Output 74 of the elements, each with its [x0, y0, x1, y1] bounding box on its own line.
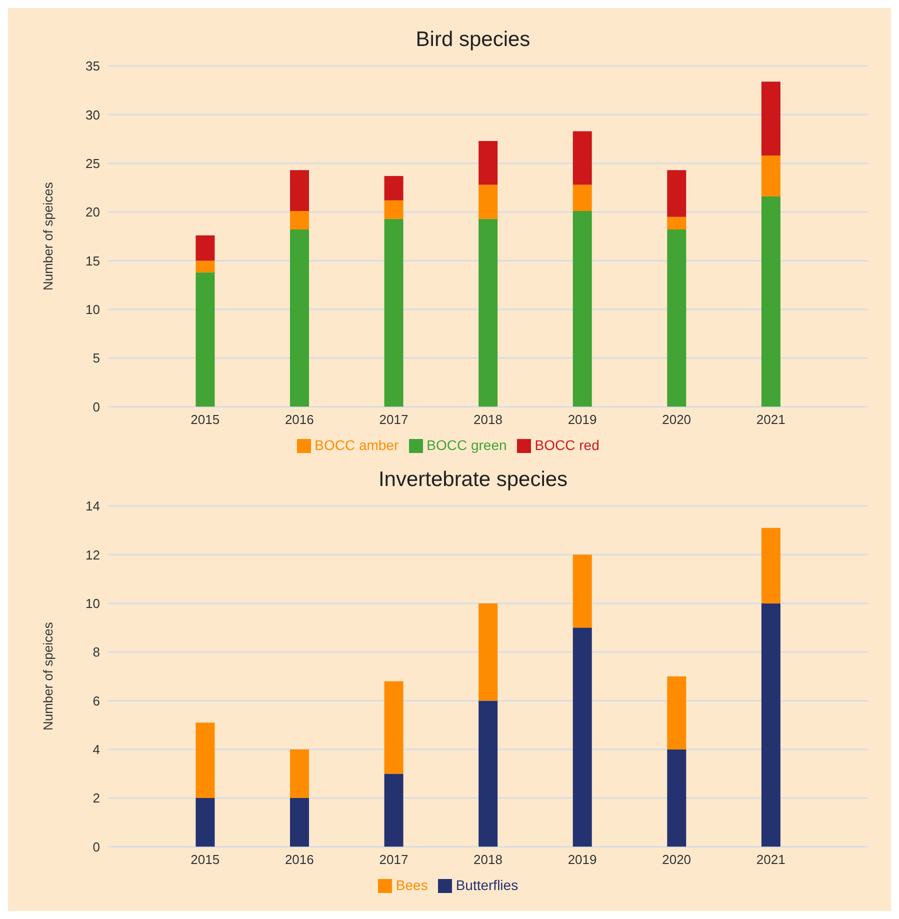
bar	[667, 230, 686, 407]
y-tick-label: 25	[86, 156, 100, 171]
legend-label: BOCC red	[534, 436, 600, 453]
x-tick-label: 2017	[379, 852, 408, 867]
bar	[384, 218, 404, 407]
x-tick-label: 2018	[474, 852, 502, 867]
bar	[667, 216, 686, 230]
bar	[761, 528, 780, 604]
chart-title: Bird species	[414, 28, 532, 52]
y-tick-label: 5	[92, 350, 100, 366]
bar	[290, 170, 309, 212]
y-tick-label: 10	[86, 596, 100, 611]
bar	[196, 272, 215, 407]
y-tick-label: 0	[92, 399, 100, 414]
y-axis-title: Number of speices	[40, 622, 56, 731]
x-tick-label: 2015	[190, 412, 220, 427]
bar	[478, 700, 498, 847]
y-tick-label: 10	[86, 302, 100, 317]
x-tick-label: 2020	[662, 852, 692, 867]
bar	[572, 628, 592, 847]
y-tick-label: 2	[92, 790, 100, 806]
y-tick-label: 8	[92, 644, 100, 660]
bar	[761, 156, 780, 196]
x-tick-label: 2021	[756, 412, 786, 427]
bar	[667, 170, 686, 217]
bar	[478, 184, 498, 219]
y-tick-label: 4	[92, 742, 100, 757]
bar	[572, 184, 592, 212]
x-tick-label: 2015	[190, 852, 220, 867]
bar	[196, 722, 215, 798]
bar	[196, 798, 215, 847]
y-axis-title: Number of speices	[40, 182, 56, 291]
y-tick-label: 35	[86, 58, 100, 74]
bar	[761, 82, 780, 156]
bar	[478, 140, 498, 185]
x-tick-label: 2019	[568, 412, 597, 427]
bar	[384, 774, 404, 847]
bar	[290, 798, 309, 847]
bar	[478, 603, 498, 701]
legend-label: Butterflies	[456, 876, 518, 893]
bar	[290, 230, 309, 407]
bar	[572, 131, 592, 185]
bar	[478, 218, 498, 407]
bar	[196, 235, 215, 261]
x-tick-label: 2020	[662, 412, 692, 427]
y-tick-label: 0	[92, 839, 100, 854]
y-tick-label: 15	[86, 253, 100, 268]
bar	[384, 681, 404, 774]
legend-label: Bees	[396, 876, 428, 893]
bar	[667, 749, 686, 847]
x-tick-label: 2021	[756, 852, 786, 867]
y-tick-label: 20	[86, 204, 100, 220]
bar	[290, 749, 309, 798]
legend-label: BOCC amber	[314, 436, 399, 453]
x-tick-label: 2017	[379, 412, 408, 427]
y-tick-label: 6	[92, 693, 100, 708]
bar	[384, 176, 404, 200]
x-tick-label: 2018	[474, 412, 502, 427]
legend-label: BOCC green	[426, 436, 507, 453]
bar	[761, 603, 780, 847]
x-tick-label: 2019	[568, 852, 597, 867]
x-tick-label: 2016	[284, 852, 314, 867]
bar	[384, 200, 404, 219]
bar	[290, 211, 309, 230]
y-tick-label: 30	[86, 107, 100, 122]
bar	[196, 260, 215, 272]
y-tick-label: 14	[86, 498, 100, 514]
bar	[572, 554, 592, 628]
x-tick-label: 2016	[284, 412, 314, 427]
bar	[761, 196, 780, 407]
chart-title: Invertebrate species	[377, 468, 569, 492]
bar	[667, 676, 686, 750]
bar	[572, 211, 592, 407]
y-tick-label: 12	[86, 547, 100, 562]
